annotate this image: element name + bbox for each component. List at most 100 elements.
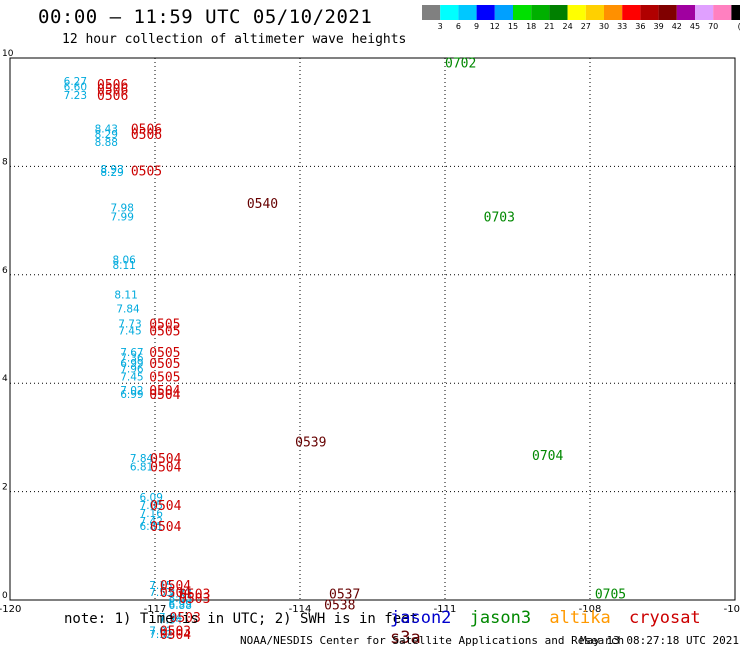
swh-value: 6.09: [140, 492, 163, 504]
footnote: note: 1) Time is in UTC; 2) SWH is in fe…: [64, 611, 419, 627]
swh-value: 8.29: [100, 167, 123, 179]
color-scale-swatch: [549, 5, 568, 20]
color-scale-label: 39: [654, 22, 664, 31]
track-label: 0505: [149, 370, 180, 385]
color-scale-swatch: [567, 5, 586, 20]
legend-s3a: s3a: [390, 628, 421, 648]
y-tick-label: 10: [2, 49, 14, 59]
color-scale-swatch: [476, 5, 495, 20]
swh-value: 8.03: [169, 593, 192, 605]
swh-value: 8.29: [95, 129, 118, 141]
swh-value: 6.27: [64, 76, 87, 88]
x-tick-label: -114: [289, 604, 312, 615]
timestamp: May 13 08:27:18 UTC 2021: [580, 634, 739, 647]
track-label: 0505: [149, 346, 180, 361]
x-tick-label: -105: [724, 604, 740, 615]
color-scale-label: 18: [526, 22, 536, 31]
color-scale-swatch: [676, 5, 695, 20]
x-tick-label: -111: [434, 604, 457, 615]
swh-value: 7.05: [140, 500, 163, 512]
color-scale-swatch: [604, 5, 623, 20]
track-label: 0504: [149, 384, 180, 399]
swh-value: 6.99: [120, 389, 143, 401]
color-scale-label: 27: [581, 22, 591, 31]
swh-value: 7.98: [111, 202, 134, 214]
track-label: 0537: [329, 588, 360, 603]
swh-value: 7.77: [169, 589, 192, 601]
swh-value: 7.94: [159, 612, 183, 624]
color-scale-swatch: [731, 5, 740, 20]
swh-value: 7.73: [118, 318, 141, 330]
color-scale-unit: (ft): [738, 22, 740, 31]
swh-value: 8.11: [114, 290, 137, 302]
track-label: 0506: [97, 89, 128, 104]
color-scale-swatch: [658, 5, 677, 20]
swh-value: 7.34: [159, 615, 183, 627]
color-scale-label: 33: [617, 22, 627, 31]
color-scale-label: 15: [508, 22, 518, 31]
color-scale-swatch: [494, 5, 513, 20]
color-scale-label: 45: [690, 22, 700, 31]
track-label: 0506: [97, 83, 128, 98]
color-scale-swatch: [422, 5, 441, 20]
track-label: 0503: [179, 588, 210, 603]
swh-value: 8.11: [112, 260, 135, 272]
track-label: 0506: [131, 128, 162, 143]
track-label: 0503: [179, 592, 210, 607]
color-scale-label: 24: [563, 22, 573, 31]
color-scale-swatch: [622, 5, 641, 20]
track-label: 0503: [160, 624, 191, 639]
track-label: 0504: [160, 628, 191, 643]
page-subtitle: 12 hour collection of altimeter wave hei…: [62, 32, 407, 47]
track-label: 0702: [445, 57, 476, 72]
swh-value: 7.53: [149, 587, 172, 599]
swh-value: 8.43: [95, 123, 118, 135]
credit-line: NOAA/NESDIS Center for Satellite Applica…: [240, 634, 625, 647]
track-label: 0505: [149, 324, 180, 339]
y-tick-label: 0: [2, 591, 8, 601]
track-label: 0505: [131, 165, 162, 180]
color-scale-label: 12: [490, 22, 500, 31]
swh-value: 7.99: [111, 212, 134, 224]
legend-cryosat: cryosat: [629, 608, 701, 628]
swh-value: 6.60: [64, 82, 87, 94]
swh-value: 7.84: [130, 453, 154, 465]
x-tick-label: -117: [144, 604, 167, 615]
legend-jason3: jason3: [469, 608, 532, 628]
swh-value: 7.16: [140, 508, 164, 520]
y-tick-label: 2: [2, 483, 8, 493]
swh-value: 8.88: [95, 137, 118, 149]
color-scale-swatch: [695, 5, 714, 20]
page-title: 00:00 – 11:59 UTC 05/10/2021: [38, 6, 373, 28]
swh-value: 7.15: [149, 580, 172, 592]
track-label: 0539: [295, 436, 326, 451]
color-scale-label: 36: [635, 22, 645, 31]
swh-value: 7.96: [120, 363, 144, 375]
color-scale-swatch: [585, 5, 604, 20]
y-tick-label: 8: [2, 157, 8, 167]
swh-value: 8.93: [100, 164, 123, 176]
track-label: 0505: [149, 317, 180, 332]
swh-value: 7.45: [118, 325, 141, 337]
track-label: 0504: [149, 388, 180, 403]
color-scale-swatch: [531, 5, 550, 20]
track-label: 0538: [324, 598, 355, 613]
track-label: 0504: [150, 499, 181, 514]
color-scale-label: 42: [672, 22, 682, 31]
color-scale-swatch: [458, 5, 477, 20]
swh-value: 6.99: [120, 358, 143, 370]
swh-value: 6.81: [130, 461, 153, 473]
legend-altika: altika: [549, 608, 611, 628]
swh-value: 8.06: [112, 254, 136, 266]
x-tick-label: -120: [0, 604, 21, 615]
track-label: 0504: [150, 452, 181, 467]
track-label: 0503: [170, 611, 201, 626]
color-scale-label: 6: [456, 22, 461, 31]
swh-value: 7.23: [64, 90, 87, 102]
swh-value: 7.42: [140, 516, 163, 528]
y-tick-label: 6: [2, 266, 8, 276]
swh-value: 7.36: [120, 353, 144, 365]
color-scale-label: 9: [474, 22, 479, 31]
plot-frame: [9, 57, 736, 601]
